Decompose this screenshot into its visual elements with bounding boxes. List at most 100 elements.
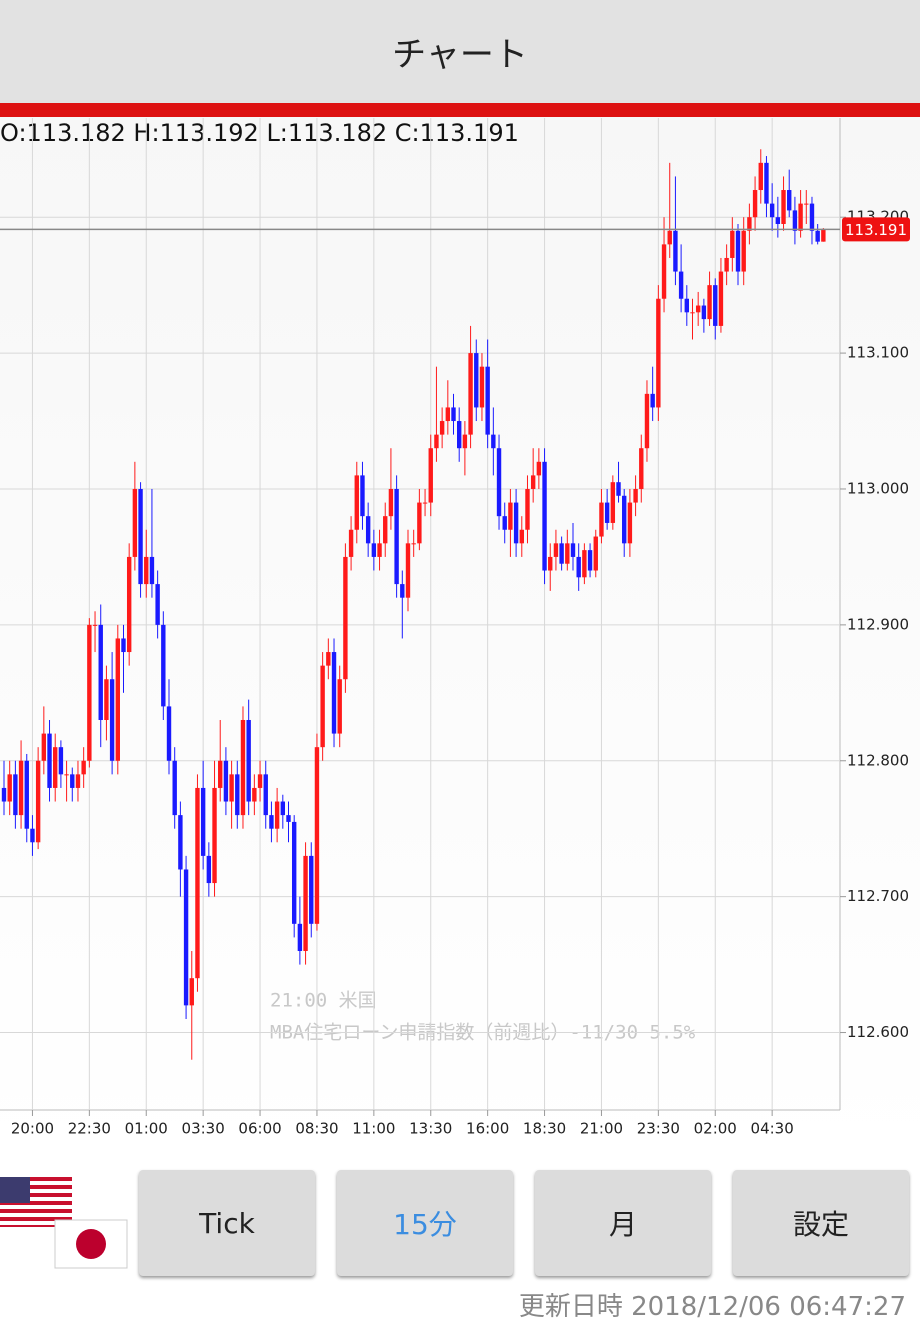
candle-body [570, 543, 576, 557]
candle-body [235, 774, 240, 816]
candle-body [781, 190, 786, 224]
y-tick-label: 112.900 [847, 615, 909, 633]
candle-body [559, 543, 564, 564]
candle-body [821, 229, 826, 242]
candle-body [291, 821, 297, 924]
candle-body [70, 774, 75, 788]
title-bar: チャート [0, 0, 920, 103]
candle-body [769, 203, 775, 218]
candle-body [627, 502, 633, 544]
candle-body [166, 706, 172, 761]
button-label: 月 [608, 1208, 637, 1241]
candle-body [496, 448, 502, 517]
candle-body [815, 230, 820, 242]
candle-body [644, 393, 650, 449]
x-tick-label: 23:30 [637, 1120, 680, 1138]
candle-body [161, 624, 166, 707]
candle-body [354, 475, 359, 530]
candle-body [422, 502, 428, 504]
annotation-time: 21:00 米国 [270, 990, 377, 1012]
candle-body [1, 787, 7, 802]
candle-body [394, 488, 399, 585]
candle-body [35, 760, 41, 843]
x-tick-label: 16:00 [466, 1120, 509, 1138]
title: チャート [392, 35, 528, 75]
candle-body [650, 393, 655, 408]
candle-body [502, 516, 507, 530]
button-label: 15分 [393, 1208, 457, 1241]
candle-body [474, 353, 479, 408]
candle-body [804, 203, 809, 205]
candle-body [525, 488, 530, 530]
candle-body [229, 774, 234, 802]
candle-body [536, 461, 542, 476]
candle-body [269, 815, 274, 829]
candle-body [98, 624, 103, 720]
x-tick-label: 02:00 [694, 1120, 737, 1138]
candle-body [212, 787, 217, 884]
candle-body [348, 529, 354, 557]
interval-button[interactable]: 15分 [337, 1170, 513, 1276]
candle-body [798, 203, 803, 231]
candle-body [479, 366, 485, 408]
y-tick-label: 112.700 [847, 887, 909, 905]
candle-body [257, 774, 263, 788]
candle-body [411, 543, 416, 545]
candle-body [684, 298, 689, 313]
candle-body [622, 495, 627, 544]
candle-body [565, 543, 570, 564]
candle-body [178, 815, 183, 870]
candle-body [451, 407, 456, 422]
candle-body [223, 760, 229, 802]
x-tick-label: 06:00 [238, 1120, 281, 1138]
y-tick-label: 112.600 [847, 1023, 909, 1041]
candle-body [616, 482, 621, 496]
candle-body [132, 488, 138, 557]
candle-body [326, 652, 331, 666]
month-button[interactable]: 月 [535, 1170, 711, 1276]
candle-body [47, 733, 52, 788]
settings-button[interactable]: 設定 [733, 1170, 909, 1276]
candle-body [491, 434, 496, 449]
candle-body [741, 230, 746, 272]
x-tick-label: 04:30 [751, 1120, 794, 1138]
candle-body [314, 747, 320, 924]
candle-body [337, 679, 342, 734]
candle-body [439, 421, 445, 435]
candle-body [309, 855, 314, 924]
candle-body [206, 855, 212, 884]
candle-body [434, 434, 439, 449]
candle-body [377, 543, 382, 557]
candle-body [485, 366, 490, 435]
candle-body [752, 190, 758, 218]
candle-body [7, 774, 12, 802]
candle-body [639, 448, 644, 489]
candle-body [87, 624, 92, 761]
candle-body [144, 556, 149, 585]
candle-body [18, 760, 24, 816]
x-tick-label: 03:30 [182, 1120, 225, 1138]
candle-body [428, 448, 433, 503]
candle-body [138, 488, 143, 585]
candle-body [513, 502, 519, 544]
ohlc-header: O:113.182 H:113.192 L:113.182 C:113.191 [0, 119, 519, 147]
flags [0, 1177, 128, 1269]
candle-body [792, 210, 798, 231]
candle-body [24, 760, 29, 829]
candle-body [457, 421, 462, 449]
candle-body [701, 305, 707, 320]
candle-body [405, 543, 411, 598]
candle-body [747, 217, 752, 231]
candle-body [149, 556, 155, 585]
last-price-label: 113.191 [845, 221, 907, 239]
candle-body [365, 516, 371, 544]
candle-body [656, 298, 661, 408]
candle-body [109, 679, 115, 761]
x-tick-label: 18:30 [523, 1120, 566, 1138]
candle-body [81, 760, 86, 775]
candle-body [713, 285, 718, 326]
candle-body [246, 719, 251, 802]
candle-body [64, 774, 69, 776]
tick-button[interactable]: Tick [139, 1170, 315, 1276]
candle-body [320, 665, 325, 748]
